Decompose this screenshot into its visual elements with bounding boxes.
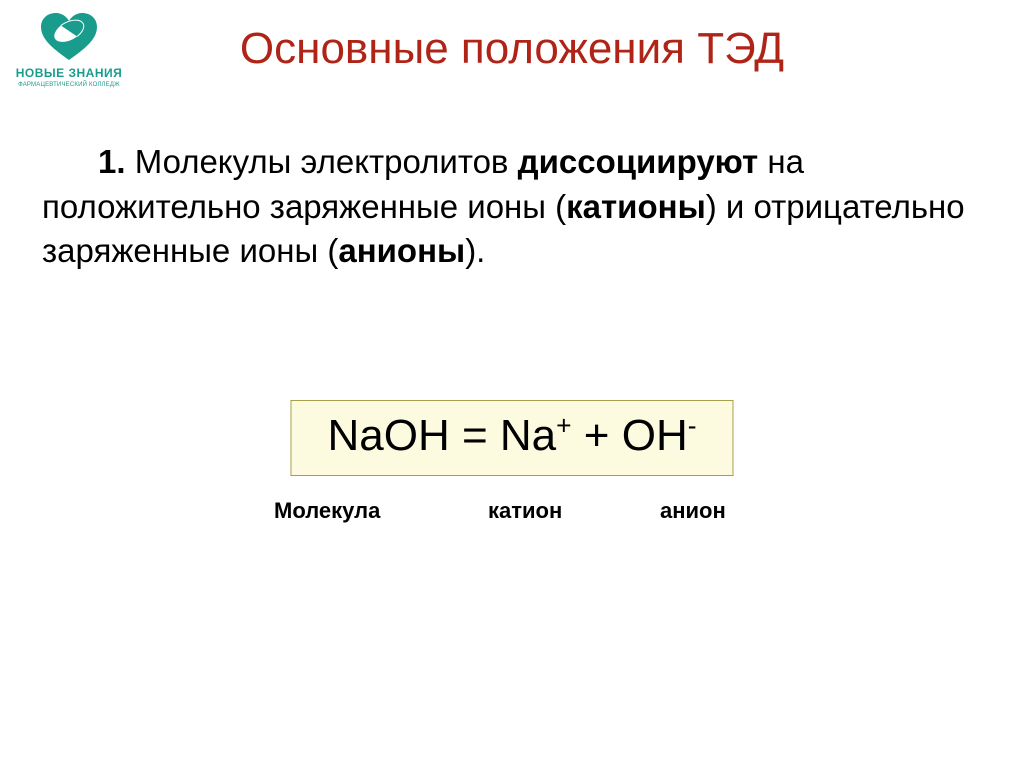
para-bold1: диссоциируют [518, 143, 759, 180]
para-bold3: анионы [338, 232, 465, 269]
equation-lhs: NaOH [327, 411, 449, 460]
equation-plus: + [572, 411, 622, 460]
label-molecule: Молекула [274, 498, 380, 524]
equation-cation-charge: + [556, 410, 571, 440]
equation-box: NaOH = Na+ + OH- [290, 400, 733, 476]
equation-anion: OH [622, 411, 688, 460]
equation-cation: Na [500, 411, 556, 460]
para-bold2: катионы [566, 188, 706, 225]
para-part1: Молекулы электролитов [135, 143, 518, 180]
para-part4: ). [465, 232, 485, 269]
body-paragraph: 1. Молекулы электролитов диссоциируют на… [42, 140, 982, 274]
logo-text-sub: ФАРМАЦЕВТИЧЕСКИЙ КОЛЛЕДЖ [14, 82, 124, 88]
equation-equals: = [450, 411, 500, 460]
equation-anion-charge: - [688, 410, 697, 440]
slide-title: Основные положения ТЭД [0, 24, 1024, 74]
list-number: 1. [98, 143, 135, 180]
slide: НОВЫЕ ЗНАНИЯ ФАРМАЦЕВТИЧЕСКИЙ КОЛЛЕДЖ Ос… [0, 0, 1024, 767]
label-anion: анион [660, 498, 726, 524]
label-cation: катион [488, 498, 562, 524]
